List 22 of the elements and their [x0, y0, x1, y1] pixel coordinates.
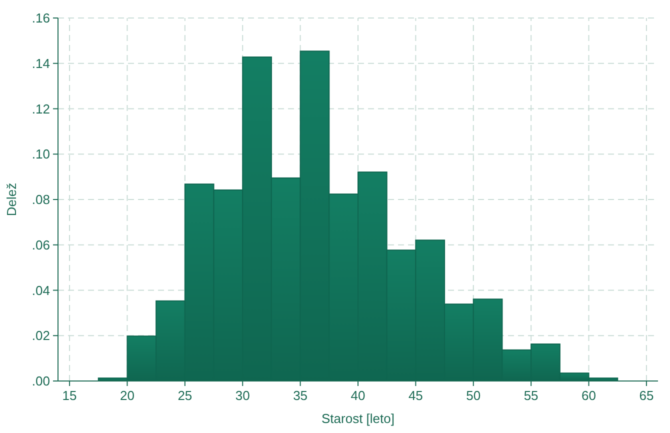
y-tick-label: .10 — [32, 146, 50, 162]
y-tick-label: .02 — [32, 328, 50, 344]
x-tick-label: 50 — [466, 388, 481, 403]
x-tick-label: 55 — [524, 388, 538, 403]
x-tick-label: 60 — [582, 388, 596, 403]
x-tick-label: 45 — [408, 388, 423, 403]
y-axis-title: Delež — [4, 182, 19, 216]
y-tick-label: .16 — [32, 10, 50, 26]
x-axis-title: Starost [leto] — [322, 411, 394, 426]
y-tick-label: .04 — [32, 282, 50, 298]
x-tick-label: 65 — [639, 388, 654, 403]
x-tick-label: 15 — [62, 388, 77, 403]
y-tick-label: .00 — [32, 374, 50, 388]
x-tick-label: 35 — [293, 388, 308, 403]
x-tick-label: 30 — [235, 388, 250, 403]
y-tick-label: .08 — [32, 192, 50, 207]
y-tick-label: .14 — [32, 56, 50, 71]
y-tick-label: .12 — [32, 101, 50, 116]
x-tick-label: 20 — [120, 388, 134, 403]
y-tick-label: .06 — [32, 237, 50, 252]
x-tick-label: 40 — [350, 388, 366, 403]
x-tick-label: 25 — [178, 388, 192, 403]
